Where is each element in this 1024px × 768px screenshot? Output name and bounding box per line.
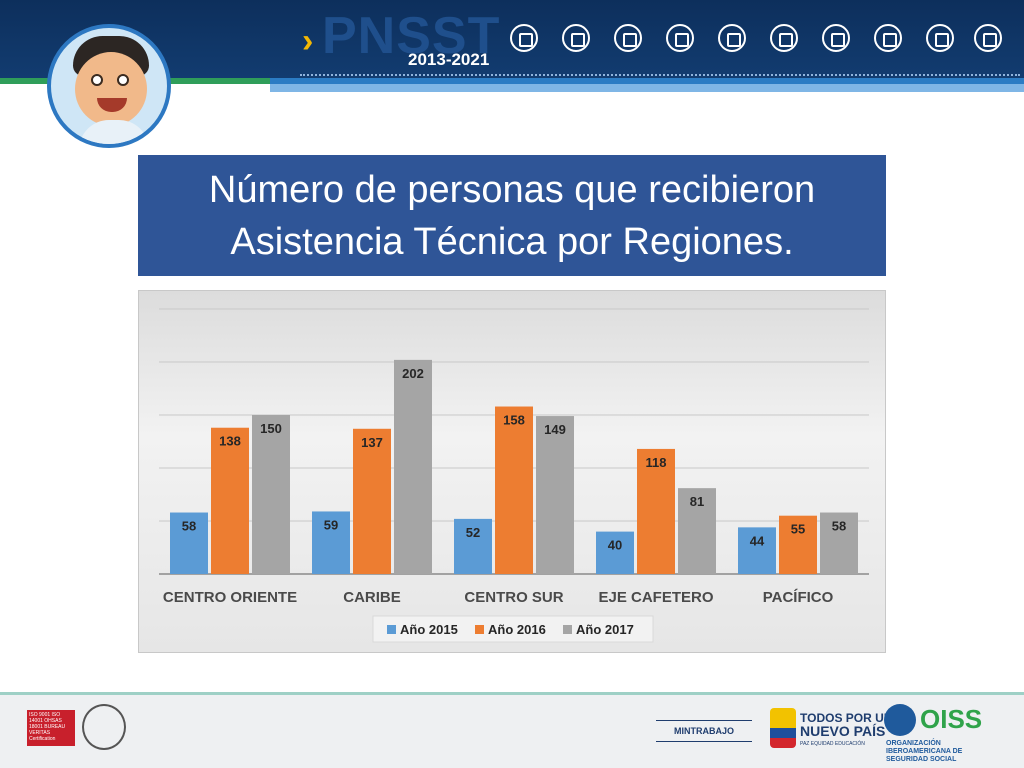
legend-label: Año 2017 — [576, 622, 634, 637]
brand-years: 2013-2021 — [408, 50, 490, 69]
data-label: 81 — [690, 494, 704, 509]
legend-label: Año 2016 — [488, 622, 546, 637]
bar-chart: 58 138 150 CENTRO ORIENTE 59 137 202 CARIBE 52 15… — [159, 308, 869, 643]
bar — [596, 531, 634, 574]
bar — [211, 427, 249, 574]
mintrabajo-logo: MINTRABAJO — [656, 720, 752, 742]
mascot-eye-left — [91, 74, 103, 86]
mascot-avatar — [47, 24, 171, 148]
doctor-icon — [974, 24, 1002, 52]
bar — [495, 406, 533, 574]
data-label: 137 — [361, 435, 383, 450]
bar — [454, 518, 492, 574]
mascot-shirt — [79, 120, 149, 144]
bar — [738, 527, 776, 574]
bar — [353, 428, 391, 574]
tpnp-line1: TODOS POR UN — [800, 711, 893, 725]
operator-icon — [926, 24, 954, 52]
data-label: 44 — [750, 533, 765, 548]
data-label: 58 — [182, 519, 196, 534]
bar — [678, 488, 716, 574]
todos-por-un-nuevo-pais-logo: TODOS POR UN NUEVO PAÍS PAZ EQUIDAD EDUC… — [800, 712, 892, 751]
header-dotted-line — [300, 74, 1020, 78]
data-label: 59 — [324, 517, 338, 532]
todos-por-un-nuevo-pais-icon — [770, 708, 796, 748]
mining-icon — [770, 24, 798, 52]
header-accent-light — [270, 84, 1024, 92]
data-label: 52 — [466, 525, 480, 540]
x-tick-label: CENTRO ORIENTE — [163, 589, 297, 606]
chart-panel: 58 138 150 CENTRO ORIENTE 59 137 202 CARIBE 52 15… — [138, 290, 886, 653]
truck-icon — [614, 24, 642, 52]
data-label: 55 — [791, 522, 805, 537]
legend-swatch — [387, 625, 396, 634]
x-tick-label: PACÍFICO — [763, 589, 834, 606]
legend-label: Año 2015 — [400, 622, 458, 637]
data-label: 118 — [646, 455, 667, 470]
bar — [394, 359, 432, 574]
data-label: 149 — [544, 422, 566, 437]
bar — [536, 416, 574, 574]
legend-swatch — [563, 625, 572, 634]
bar — [252, 415, 290, 574]
oiss-drop-icon — [884, 704, 916, 736]
x-tick-label: CENTRO SUR — [464, 589, 563, 606]
slide-title-line1: Número de personas que recibieron — [208, 168, 816, 211]
chevron-right-icon: › — [302, 22, 314, 60]
legend-box — [372, 615, 654, 643]
oiss-logo: OISS — [920, 704, 983, 734]
nurse-icon — [874, 24, 902, 52]
bar — [779, 515, 817, 574]
tpnp-line3: PAZ EQUIDAD EDUCACIÓN — [800, 741, 865, 747]
sector-icons-row — [510, 24, 1010, 56]
brand-title: PNSST — [322, 7, 501, 65]
bar — [637, 448, 675, 574]
slide-title-line2: Asistencia Técnica por Regiones. — [230, 220, 794, 263]
bar — [820, 512, 858, 574]
bar — [170, 512, 208, 574]
worker-icon — [718, 24, 746, 52]
farmer-icon — [822, 24, 850, 52]
mascot-eye-right — [117, 74, 129, 86]
data-label: 158 — [503, 413, 525, 428]
tpnp-line2: NUEVO PAÍS — [800, 723, 886, 739]
slide-title: Número de personas que recibieron Asiste… — [209, 164, 815, 268]
data-label: 58 — [832, 519, 846, 534]
building-icon — [666, 24, 694, 52]
data-label: 202 — [402, 366, 424, 381]
data-label: 150 — [260, 421, 282, 436]
data-label: 138 — [219, 434, 241, 449]
mascot-face — [75, 52, 147, 126]
oiss-subtitle: ORGANIZACIÓN IBEROAMERICANA DE SEGURIDAD… — [886, 740, 963, 763]
mascot-smile — [97, 98, 127, 112]
legend-swatch — [475, 625, 484, 634]
factory-icon — [510, 24, 538, 52]
footer-bar — [0, 692, 1024, 768]
construction-icon — [562, 24, 590, 52]
header-accent-blue — [270, 78, 1024, 84]
certification-badge: ISO 9001 ISO 14001 OHSAS 18001 BUREAU VE… — [27, 710, 75, 746]
x-tick-label: EJE CAFETERO — [598, 589, 713, 606]
slide-title-box: Número de personas que recibieron Asiste… — [138, 155, 886, 276]
data-label: 40 — [608, 538, 622, 553]
x-tick-label: CARIBE — [343, 589, 401, 606]
bureau-veritas-seal-icon — [82, 704, 126, 750]
bar — [312, 511, 350, 574]
